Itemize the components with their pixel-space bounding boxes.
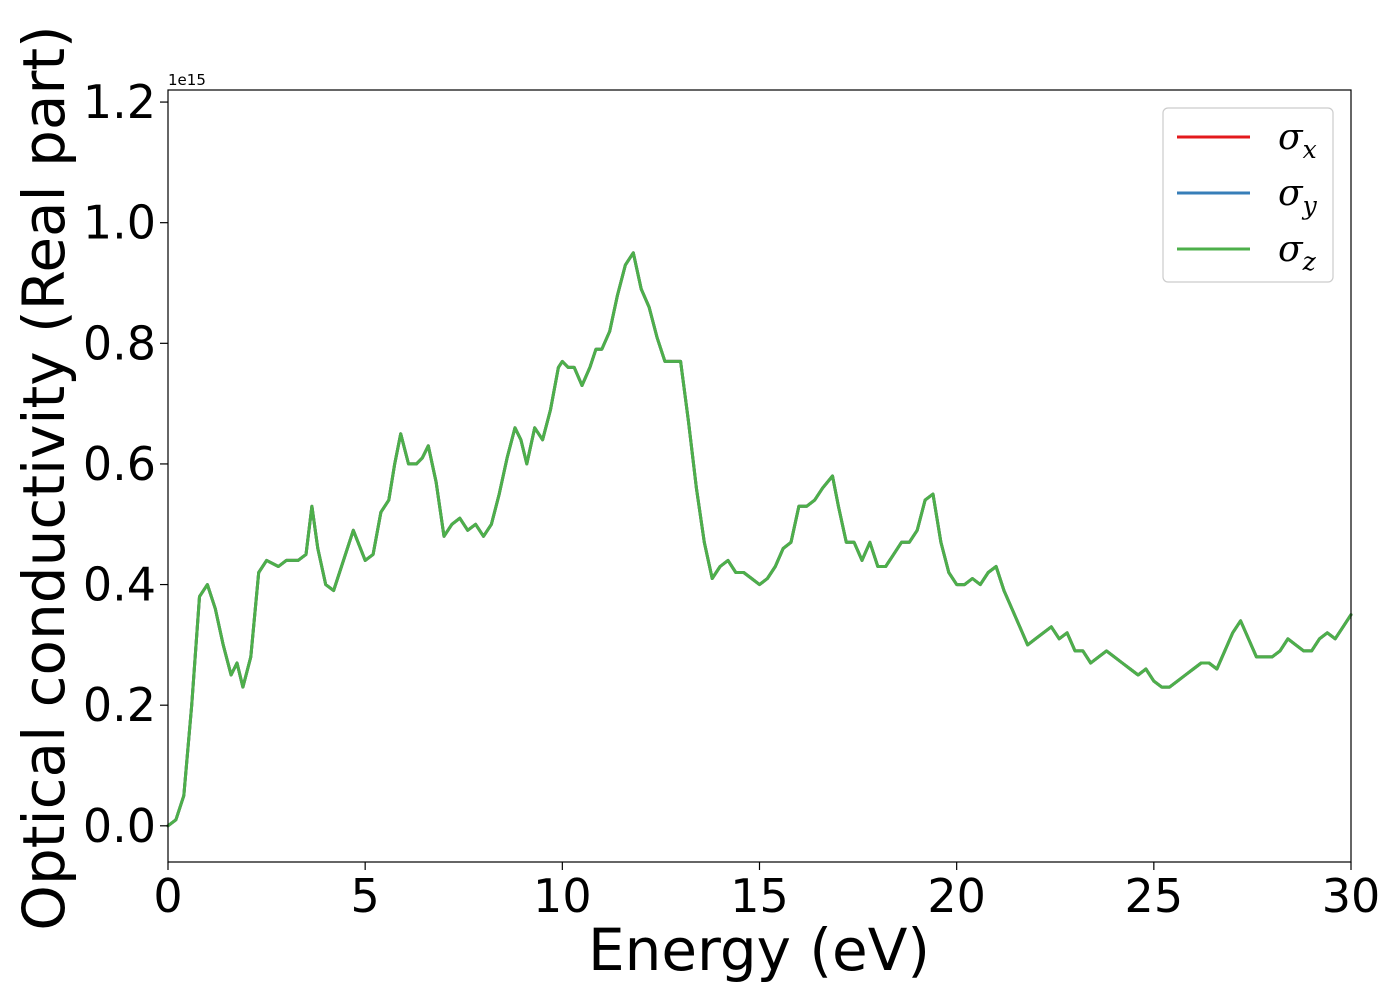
series-layer <box>166 251 1353 828</box>
series-line-z <box>166 251 1353 828</box>
x-axis-label: Energy (eV) <box>588 916 930 984</box>
x-tick-label: 30 <box>1322 869 1381 923</box>
y-tick-label: 0.0 <box>83 799 156 853</box>
y-tick-label: 0.4 <box>83 558 156 612</box>
y-tick-label: 1.2 <box>83 75 156 129</box>
x-tick-label: 5 <box>351 869 380 923</box>
x-tick-label: 10 <box>533 869 592 923</box>
legend: σx σy σz <box>1162 107 1334 283</box>
plot-frame <box>167 89 1352 863</box>
x-tick-label: 20 <box>927 869 986 923</box>
y-tick-label: 1.0 <box>83 196 156 250</box>
y-offset-label: 1e15 <box>168 71 206 89</box>
y-tick-label: 0.8 <box>83 316 156 370</box>
legend-box <box>1162 107 1334 283</box>
legend-label-x: σx <box>1278 117 1317 164</box>
legend-label-z: σz <box>1278 229 1317 276</box>
x-tick-label: 15 <box>730 869 789 923</box>
x-tick-label: 25 <box>1125 869 1184 923</box>
y-tick-label: 0.2 <box>83 678 156 732</box>
y-axis-label: Optical conductivity (Real part) <box>10 25 78 930</box>
x-tick-label: 0 <box>153 869 182 923</box>
y-axis-ticks: 0.0 0.2 0.4 0.6 0.8 1.0 1.2 <box>83 75 168 853</box>
legend-label-y: σy <box>1278 173 1318 220</box>
x-axis-ticks: 0 5 10 15 20 25 30 <box>153 862 1380 923</box>
y-tick-label: 0.6 <box>83 437 156 491</box>
